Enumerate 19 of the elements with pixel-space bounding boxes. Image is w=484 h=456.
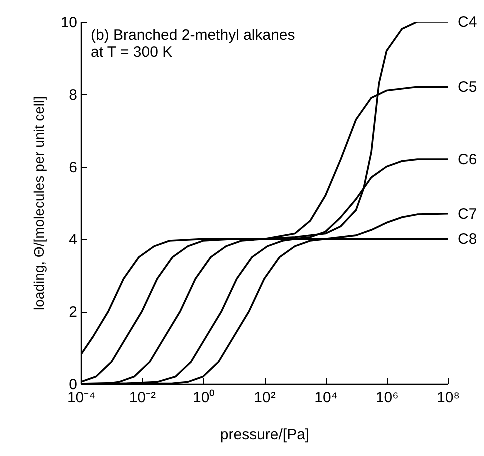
x-tick-label: 10⁻² <box>129 390 156 406</box>
y-tick-label: 8 <box>69 86 78 104</box>
x-tick-label: 10⁴ <box>314 390 338 406</box>
series-label: C4 <box>458 14 478 31</box>
series-label: C6 <box>458 152 478 169</box>
y-tick-label: 4 <box>69 232 78 249</box>
text: (b) Branched 2-methyl alkanes at T = 300 K <box>91 27 296 61</box>
y-tick-label: 2 <box>69 304 78 322</box>
x-axis-title: pressure/[Pa] <box>220 426 310 444</box>
x-tick-label: 10⁸ <box>436 390 460 406</box>
series-label: C7 <box>458 206 478 223</box>
x-tick-label: 10⁶ <box>376 390 399 406</box>
x-tick-label: 10² <box>254 390 276 406</box>
series-label: C5 <box>458 79 478 96</box>
y-tick-label: 10 <box>60 14 78 32</box>
y-tick-label: 6 <box>69 159 78 176</box>
x-tick-label: 10⁰ <box>192 390 215 406</box>
y-axis-title: loading, Θ/[molecules per unit cell] <box>30 96 47 310</box>
series-label: C8 <box>458 231 478 248</box>
